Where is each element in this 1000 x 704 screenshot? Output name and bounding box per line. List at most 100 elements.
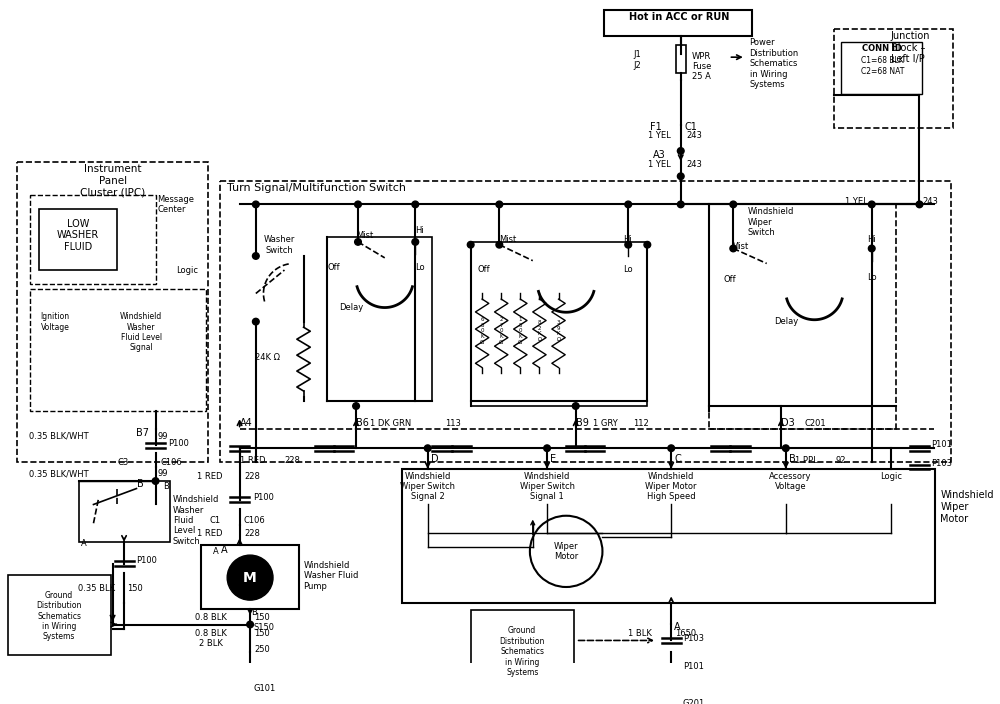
Bar: [220, 181, 951, 463]
Text: 24K Ω: 24K Ω: [255, 353, 280, 362]
Text: B9: B9: [576, 417, 589, 427]
Text: 0.8 BLK: 0.8 BLK: [195, 613, 227, 622]
Circle shape: [412, 239, 419, 245]
Circle shape: [467, 241, 474, 248]
Text: Windshield
Washer
Fluid Level
Signal: Windshield Washer Fluid Level Signal: [120, 313, 162, 353]
Text: Windshield
Wiper
Switch: Windshield Wiper Switch: [748, 207, 794, 237]
Circle shape: [152, 478, 159, 484]
Text: A3: A3: [653, 150, 665, 160]
Text: 6
8
0
K
Ω: 6 8 0 K Ω: [480, 317, 484, 345]
Text: C3: C3: [118, 458, 129, 467]
Text: Hi: Hi: [415, 226, 424, 235]
Text: G101: G101: [254, 684, 276, 693]
Text: Wiper
Motor: Wiper Motor: [554, 541, 578, 561]
Text: Ground
Distribution
Schematics
in Wiring
Systems: Ground Distribution Schematics in Wiring…: [500, 627, 545, 677]
Text: Logic: Logic: [880, 472, 902, 481]
Bar: [471, 610, 574, 690]
Text: Hi: Hi: [867, 235, 876, 244]
Text: 0.35 BLK/WHT: 0.35 BLK/WHT: [29, 469, 89, 478]
Circle shape: [677, 148, 684, 154]
Text: 113: 113: [445, 419, 461, 427]
Text: Windshield
Washer Fluid
Pump: Windshield Washer Fluid Pump: [304, 561, 358, 591]
Text: 1 YEL: 1 YEL: [648, 132, 671, 140]
Text: D: D: [431, 454, 438, 464]
Circle shape: [544, 445, 550, 451]
Text: 1
5
0
K
Ω: 1 5 0 K Ω: [518, 317, 522, 345]
Text: A4: A4: [240, 417, 252, 427]
Text: 99: 99: [157, 432, 168, 441]
Text: 1 RED: 1 RED: [240, 455, 265, 465]
Bar: [30, 289, 206, 410]
Text: Logic: Logic: [177, 265, 199, 275]
Text: Message
Center: Message Center: [157, 195, 194, 215]
Text: 0.35 BLK: 0.35 BLK: [78, 584, 115, 593]
Text: Hi: Hi: [623, 235, 632, 244]
Text: 1 YEL: 1 YEL: [648, 160, 671, 168]
Bar: [39, 209, 117, 270]
Text: Delay: Delay: [339, 303, 363, 312]
Text: B: B: [251, 608, 257, 617]
Text: Power
Distribution
Schematics
in Wiring
Systems: Power Distribution Schematics in Wiring …: [750, 39, 799, 89]
Circle shape: [916, 201, 923, 208]
Circle shape: [572, 403, 579, 409]
Text: P103: P103: [683, 634, 704, 643]
Text: Off: Off: [327, 263, 340, 272]
Bar: [8, 574, 111, 655]
Text: Mist: Mist: [356, 231, 373, 239]
Circle shape: [644, 241, 651, 248]
Text: Delay: Delay: [774, 317, 798, 326]
Text: C201: C201: [805, 419, 827, 427]
Text: 2
7
0
K
Ω: 2 7 0 K Ω: [499, 317, 503, 345]
Circle shape: [625, 201, 632, 208]
Bar: [327, 237, 432, 401]
Bar: [471, 242, 647, 406]
Text: Turn Signal/Multifunction Switch: Turn Signal/Multifunction Switch: [227, 183, 406, 193]
Text: C1: C1: [209, 516, 220, 525]
Text: B6: B6: [356, 417, 369, 427]
Text: 150: 150: [127, 584, 143, 593]
Text: P100: P100: [136, 556, 157, 565]
Circle shape: [252, 253, 259, 259]
Text: P100: P100: [168, 439, 189, 448]
Text: 243: 243: [686, 132, 702, 140]
Text: 1 RED: 1 RED: [197, 529, 222, 538]
Text: Junction
Block –
Left I/P: Junction Block – Left I/P: [891, 31, 930, 64]
Text: Windshield
Wiper Switch
Signal 1: Windshield Wiper Switch Signal 1: [520, 472, 575, 501]
Text: 1 RED: 1 RED: [197, 472, 222, 481]
Text: Mist: Mist: [499, 235, 517, 244]
Text: P101: P101: [683, 662, 704, 671]
Circle shape: [782, 445, 789, 451]
Text: C1=68 BLK: C1=68 BLK: [861, 56, 904, 65]
Text: 250: 250: [254, 646, 270, 654]
Text: 1650: 1650: [675, 629, 696, 639]
Text: A: A: [213, 547, 219, 555]
Text: F1: F1: [650, 122, 662, 132]
Text: Windshield
Wiper
Motor: Windshield Wiper Motor: [940, 491, 994, 524]
Text: C106: C106: [243, 516, 265, 525]
Bar: [676, 44, 686, 73]
Text: 1 DK GRN: 1 DK GRN: [370, 419, 412, 427]
Circle shape: [355, 201, 361, 208]
Text: J2: J2: [633, 61, 641, 70]
Text: P103: P103: [931, 459, 952, 467]
Text: A: A: [81, 539, 87, 548]
Text: 0.35 BLK/WHT: 0.35 BLK/WHT: [29, 432, 89, 441]
Circle shape: [730, 245, 737, 252]
Text: E: E: [550, 454, 556, 464]
Text: B7: B7: [136, 427, 149, 438]
Circle shape: [496, 241, 503, 248]
Text: P101: P101: [931, 440, 952, 449]
Text: Ground
Distribution
Schematics
in Wiring
Systems: Ground Distribution Schematics in Wiring…: [36, 591, 82, 641]
Text: G201: G201: [683, 698, 705, 704]
Circle shape: [227, 555, 273, 600]
Text: Ignition
Voltage: Ignition Voltage: [41, 313, 70, 332]
Text: 0.8 BLK: 0.8 BLK: [195, 629, 227, 639]
Circle shape: [424, 445, 431, 451]
Text: P100: P100: [253, 494, 274, 503]
Circle shape: [677, 201, 684, 208]
Text: J1: J1: [633, 50, 641, 58]
Text: Windshield
Wiper Switch
Signal 2: Windshield Wiper Switch Signal 2: [400, 472, 455, 501]
Text: C2=68 NAT: C2=68 NAT: [861, 68, 904, 77]
Text: Accessory
Voltage: Accessory Voltage: [769, 472, 812, 491]
Bar: [402, 469, 935, 603]
